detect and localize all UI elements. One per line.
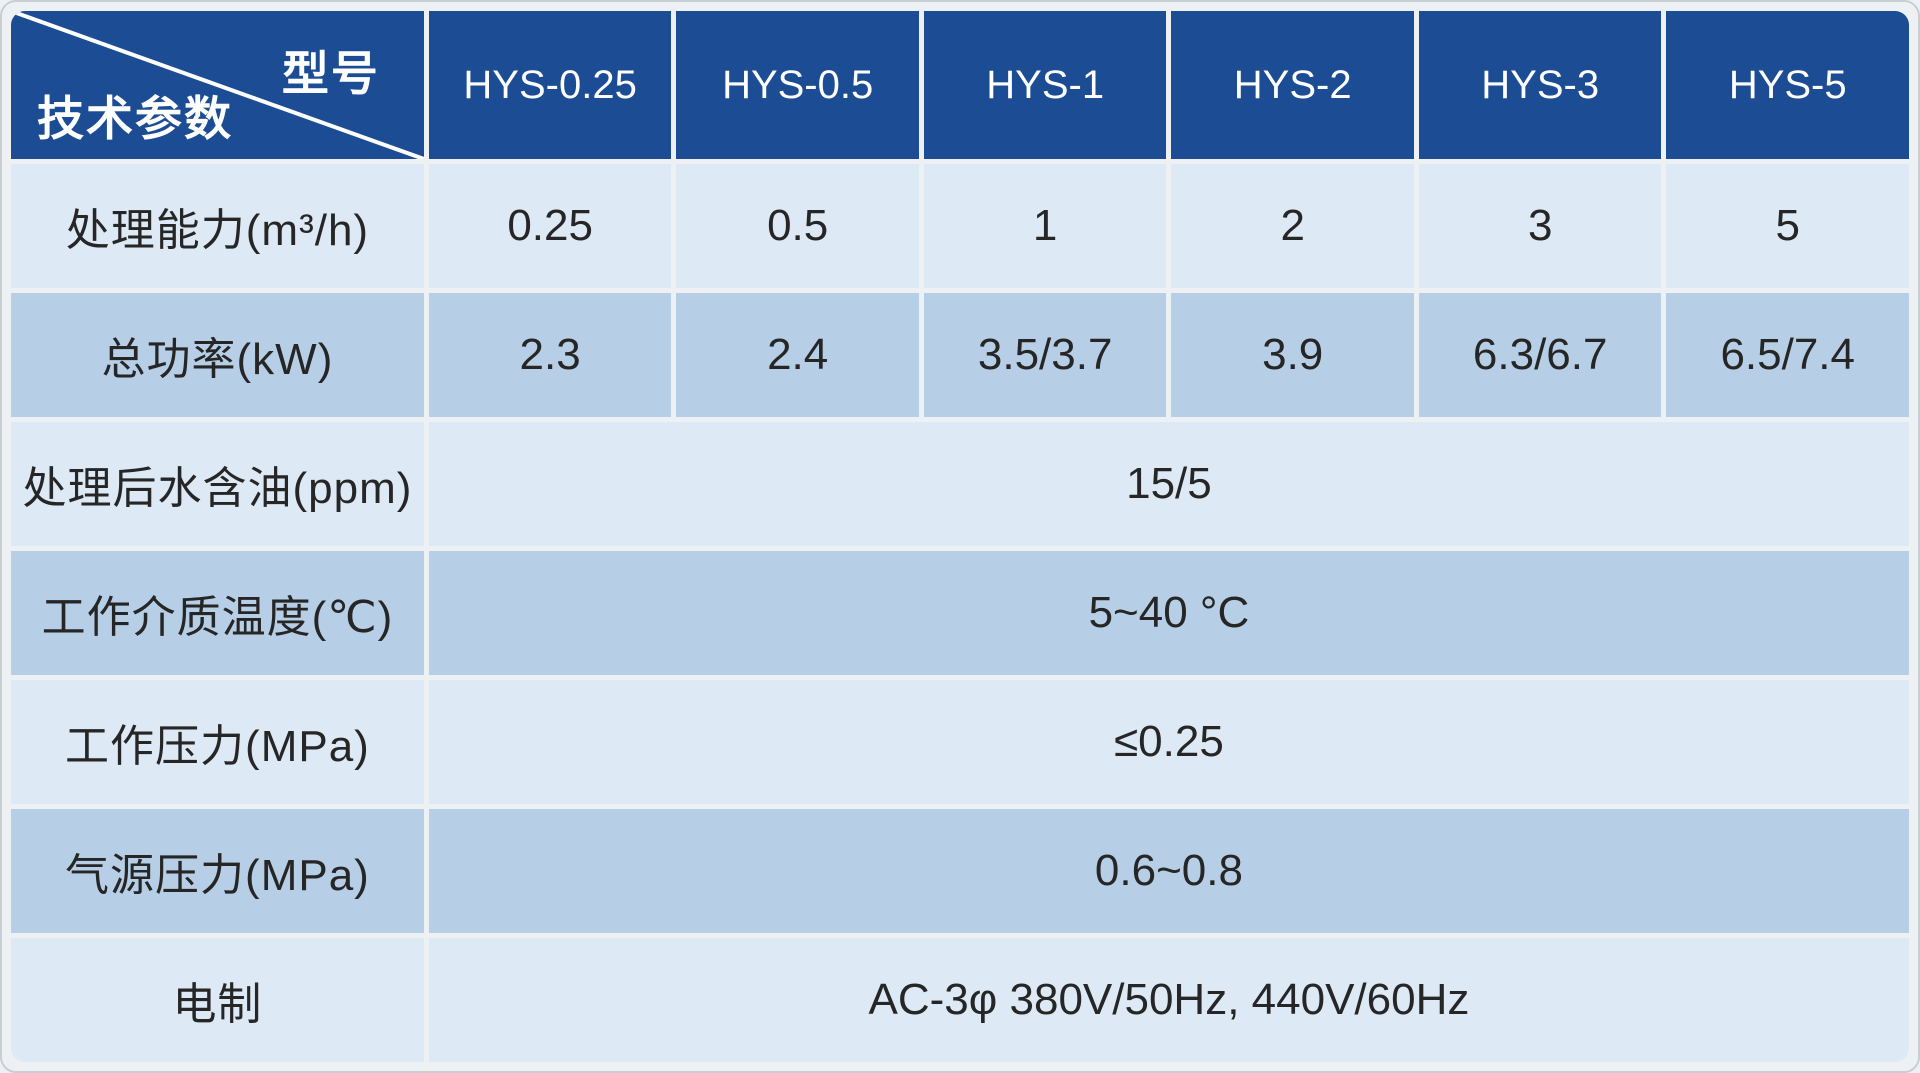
column-header-hys-3: HYS-3: [1418, 11, 1662, 159]
cell-value: 3.9: [1171, 293, 1414, 417]
row-label: 处理能力(m³/h): [11, 164, 424, 288]
technical-parameters-table: 型号 技术参数 HYS-0.25 HYS-0.5 HYS-1 HYS-2 HYS…: [6, 6, 1914, 1067]
cell-value: 0.25: [428, 164, 672, 288]
row-label: 工作压力(MPa): [11, 680, 424, 804]
cell-value: 0.5: [676, 164, 919, 288]
row-label: 电制: [11, 938, 424, 1062]
cell-merged-value: 0.6~0.8: [428, 809, 1909, 933]
table-row-capacity: 处理能力(m³/h) 0.25 0.5 1 2 3 5: [11, 164, 1909, 288]
corner-label-model: 型号: [281, 47, 380, 100]
cell-merged-value: 5~40 °C: [428, 551, 1909, 675]
column-header-hys-5: HYS-5: [1666, 11, 1909, 159]
column-header-hys-025: HYS-0.25: [428, 11, 672, 159]
cell-value: 2.3: [428, 293, 672, 417]
corner-wrap: 型号 技术参数: [11, 11, 424, 159]
corner-label-parameters: 技术参数: [37, 92, 233, 145]
table-row-working-pressure: 工作压力(MPa) ≤0.25: [11, 680, 1909, 804]
cell-value: 6.5/7.4: [1666, 293, 1909, 417]
row-label: 处理后水含油(ppm): [11, 422, 424, 546]
cell-value: 2: [1171, 164, 1414, 288]
cell-value: 6.3/6.7: [1418, 293, 1662, 417]
cell-merged-value: 15/5: [428, 422, 1909, 546]
cell-value: 3.5/3.7: [923, 293, 1167, 417]
cell-merged-value: AC-3φ 380V/50Hz, 440V/60Hz: [428, 938, 1909, 1062]
diagonal-divider-icon: [11, 11, 424, 159]
cell-merged-value: ≤0.25: [428, 680, 1909, 804]
cell-value: 5: [1666, 164, 1909, 288]
corner-header-cell: 型号 技术参数: [11, 11, 424, 159]
cell-value: 2.4: [676, 293, 919, 417]
cell-value: 1: [923, 164, 1167, 288]
column-header-hys-2: HYS-2: [1171, 11, 1414, 159]
header-row: 型号 技术参数 HYS-0.25 HYS-0.5 HYS-1 HYS-2 HYS…: [11, 11, 1909, 159]
row-label: 总功率(kW): [11, 293, 424, 417]
column-header-hys-05: HYS-0.5: [676, 11, 919, 159]
column-header-hys-1: HYS-1: [923, 11, 1167, 159]
table-row-air-pressure: 气源压力(MPa) 0.6~0.8: [11, 809, 1909, 933]
table-row-medium-temperature: 工作介质温度(℃) 5~40 °C: [11, 551, 1909, 675]
row-label: 气源压力(MPa): [11, 809, 424, 933]
table-row-electric-system: 电制 AC-3φ 380V/50Hz, 440V/60Hz: [11, 938, 1909, 1062]
table-row-oil-content: 处理后水含油(ppm) 15/5: [11, 422, 1909, 546]
table-row-total-power: 总功率(kW) 2.3 2.4 3.5/3.7 3.9 6.3/6.7 6.5/…: [11, 293, 1909, 417]
cell-value: 3: [1418, 164, 1662, 288]
row-label: 工作介质温度(℃): [11, 551, 424, 675]
